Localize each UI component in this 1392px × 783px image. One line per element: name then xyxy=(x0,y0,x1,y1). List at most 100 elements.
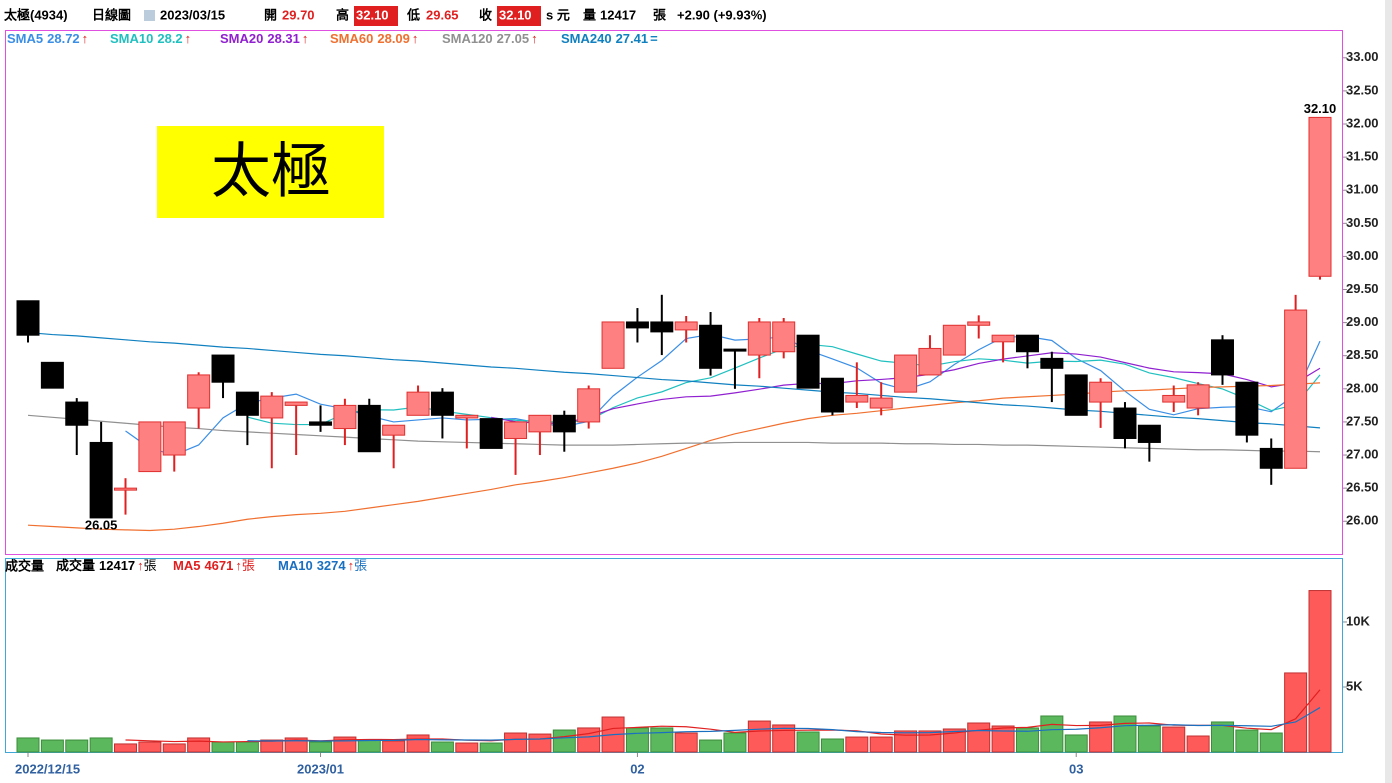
legend-name: MA10 xyxy=(278,558,313,573)
volume-bar xyxy=(674,732,698,753)
stock-name: 太極(4934) xyxy=(3,7,68,22)
ma-line xyxy=(27,414,1321,453)
legend-name: MA5 xyxy=(173,558,200,573)
volume-bar xyxy=(625,727,649,753)
legend-item: SMA60 28.09 ↑ xyxy=(330,31,418,46)
legend-trend: ↑ xyxy=(348,558,355,573)
ma-line xyxy=(247,707,1321,742)
legend-trend: ↑ xyxy=(302,31,309,46)
candle-body xyxy=(1040,357,1064,369)
candle-body xyxy=(333,404,357,430)
candle-body xyxy=(211,354,235,383)
candle-body xyxy=(504,421,528,439)
candle-body xyxy=(1210,339,1234,376)
candle-body xyxy=(918,347,942,376)
candle-body xyxy=(479,418,503,449)
legend-value: 28.72 xyxy=(47,31,80,46)
volume-bar xyxy=(869,736,893,753)
volume-title: 成交量 xyxy=(5,558,44,573)
y-tick-label: 10K xyxy=(1346,613,1370,628)
candle-body xyxy=(1162,394,1186,403)
volume-bar xyxy=(894,730,918,753)
volume-bar xyxy=(114,743,138,753)
y-tick-label: 32.50 xyxy=(1346,82,1379,97)
volume-bar xyxy=(918,730,942,753)
ma-line xyxy=(27,331,1321,429)
volume-bar xyxy=(406,734,430,753)
legend-item: MA10 3274 ↑張 xyxy=(278,558,367,573)
volume: 12417 xyxy=(600,7,636,22)
close: 32.10 xyxy=(499,7,532,22)
legend-item: SMA20 28.31 ↑ xyxy=(220,31,308,46)
volume-bar xyxy=(528,733,552,753)
legend-trend: ↑ xyxy=(531,31,538,46)
candle-body xyxy=(942,324,966,356)
x-tick-label: 03 xyxy=(1069,761,1083,776)
legend-unit: 張 xyxy=(354,558,367,573)
legend-name: SMA60 xyxy=(330,31,373,46)
volume-bar xyxy=(504,732,528,753)
y-tick-label: 26.00 xyxy=(1346,513,1379,528)
candle-body xyxy=(723,348,747,352)
legend-name: 成交量 xyxy=(56,558,95,573)
legend-item: 成交量 12417 ↑張 xyxy=(56,558,157,573)
candle-body xyxy=(1064,374,1088,416)
y-tick-label: 27.00 xyxy=(1346,446,1379,461)
volume-bar xyxy=(211,741,235,753)
volume-bar xyxy=(967,722,991,753)
volume-bar xyxy=(162,743,186,753)
volume-bar xyxy=(747,720,771,753)
volume-bar xyxy=(187,737,211,753)
volume-bar xyxy=(1089,721,1113,753)
volume-bar xyxy=(1186,735,1210,753)
y-tick-label: 29.00 xyxy=(1346,314,1379,329)
candle-body xyxy=(309,421,333,426)
low: 29.65 xyxy=(426,7,459,22)
volume-bar xyxy=(1284,672,1308,753)
volume-bar xyxy=(455,742,479,753)
legend-value: 27.05 xyxy=(497,31,530,46)
volume-bar xyxy=(552,729,576,753)
candle-body xyxy=(114,487,138,491)
candle-body xyxy=(1308,116,1332,277)
icon[interactable] xyxy=(144,10,155,21)
legend-trend: ↑ xyxy=(412,31,419,46)
volume-bar xyxy=(650,727,674,753)
legend-item: SMA120 27.05 ↑ xyxy=(442,31,538,46)
candle-body xyxy=(1015,334,1039,353)
y-tick-label: 32.00 xyxy=(1346,115,1379,130)
candle-body xyxy=(1284,309,1308,469)
candle-body xyxy=(1235,381,1259,436)
legend-value: 4671 xyxy=(204,558,233,573)
volume-bar xyxy=(235,741,259,753)
y-tick-label: 29.50 xyxy=(1346,281,1379,296)
y-tick-label: 26.50 xyxy=(1346,480,1379,495)
volume-bar xyxy=(1308,590,1332,753)
volume-bar xyxy=(942,728,966,753)
volume-bar xyxy=(89,737,113,753)
candle-body xyxy=(967,321,991,326)
candle-body xyxy=(65,401,89,426)
volume-bar xyxy=(65,739,89,753)
scrollbar xyxy=(1385,0,1392,783)
candle-body xyxy=(406,391,430,416)
volume-bar xyxy=(991,725,1015,753)
candle-body xyxy=(796,334,820,389)
volume-unit: 張 xyxy=(653,7,667,22)
volume-bar xyxy=(309,741,333,753)
candle-body xyxy=(894,354,918,393)
candle-body xyxy=(577,388,601,423)
candle-body xyxy=(1186,384,1210,409)
volume-bar xyxy=(479,742,503,753)
candle-body xyxy=(455,414,479,419)
date: 2023/03/15 xyxy=(160,7,225,22)
y-tick-label: 30.50 xyxy=(1346,215,1379,230)
candle-body xyxy=(650,321,674,333)
high-label: 32.10 xyxy=(1304,101,1337,116)
legend-name: SMA120 xyxy=(442,31,493,46)
candle-body xyxy=(1137,424,1161,443)
close-box xyxy=(497,6,541,26)
candle-body xyxy=(260,395,284,419)
y-tick-label: 5K xyxy=(1346,678,1363,693)
y-tick-label: 31.50 xyxy=(1346,149,1379,164)
